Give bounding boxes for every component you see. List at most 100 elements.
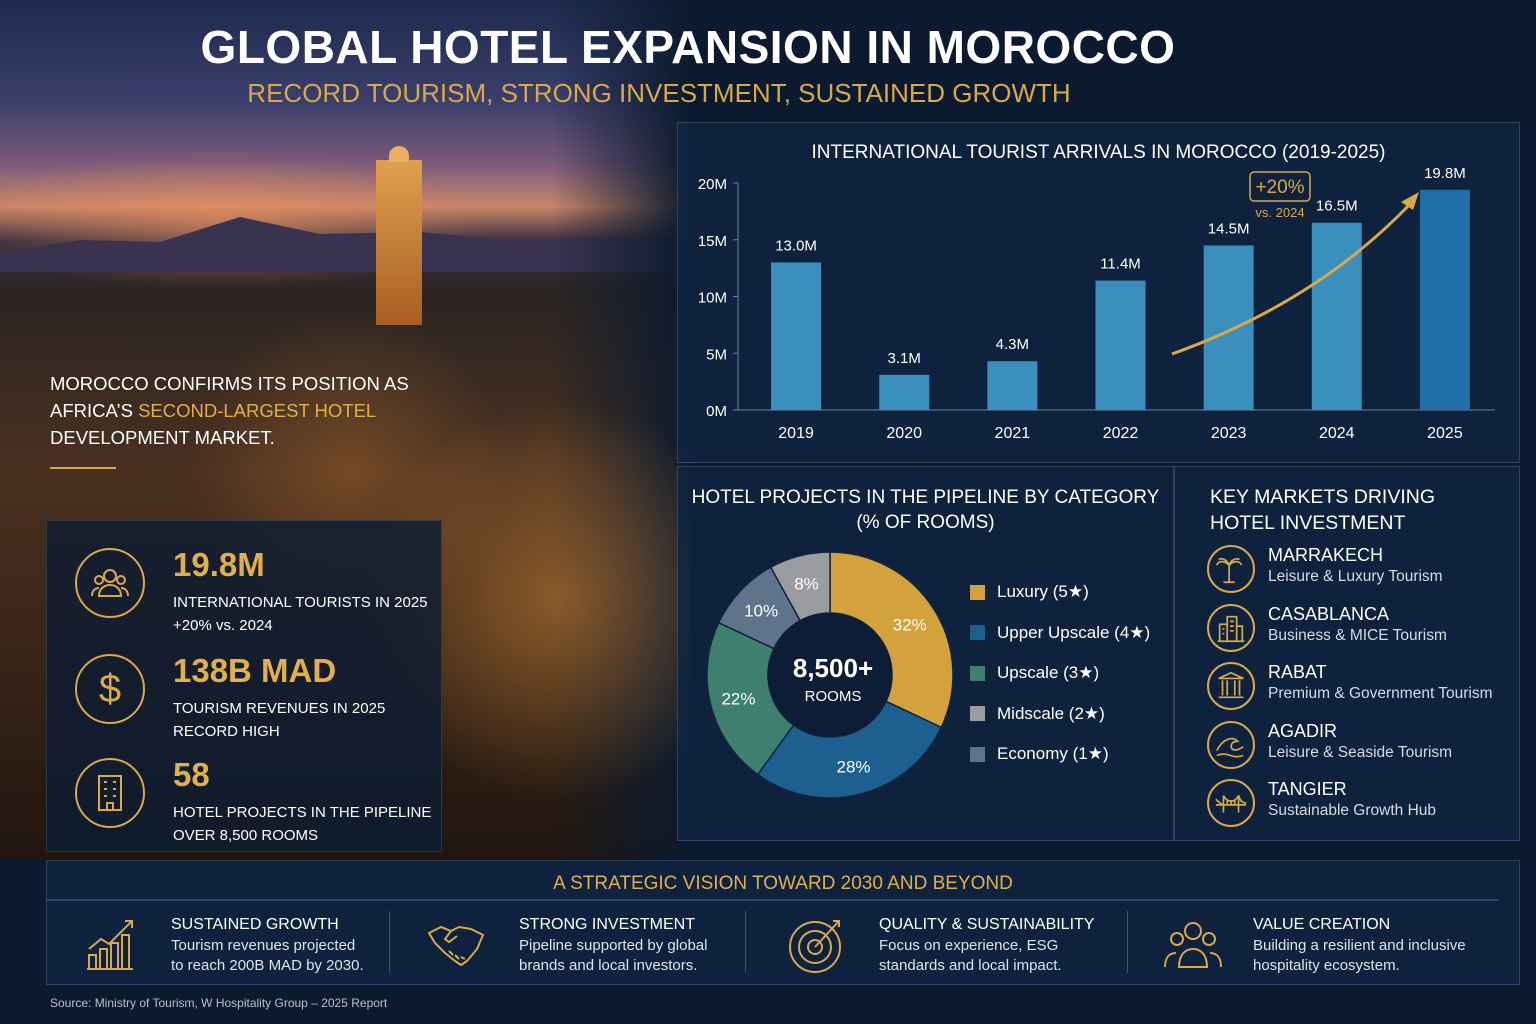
market-casablanca: CASABLANCA Business & MICE Tourism bbox=[1207, 603, 1517, 660]
market-name: RABAT bbox=[1268, 662, 1327, 682]
stat-label-line: TOURISM REVENUES IN 2025 bbox=[173, 700, 386, 717]
pillar-text: Building a resilient and inclusive bbox=[1253, 937, 1466, 954]
stat-projects: 58 HOTEL PROJECTS IN THE PIPELINE OVER 8,… bbox=[47, 755, 443, 855]
bar-data-label: 14.5M bbox=[1208, 220, 1250, 237]
y-tick-label: 10M bbox=[698, 290, 727, 307]
markets-title-line: HOTEL INVESTMENT bbox=[1210, 512, 1406, 534]
chart-title: INTERNATIONAL TOURIST ARRIVALS IN MOROCC… bbox=[811, 142, 1386, 163]
center-label: ROOMS bbox=[805, 688, 862, 705]
growth-badge-value: +20% bbox=[1255, 177, 1304, 198]
page-title: GLOBAL HOTEL EXPANSION IN MOROCCO bbox=[200, 21, 1176, 73]
growth-badge bbox=[1249, 171, 1311, 202]
y-tick-label: 20M bbox=[698, 176, 727, 193]
strategic-vision-panel: A STRATEGIC VISION TOWARD 2030 AND BEYON… bbox=[46, 860, 1520, 985]
pillar-text: Focus on experience, ESG bbox=[879, 937, 1059, 954]
pillar-title: VALUE CREATION bbox=[1253, 916, 1391, 933]
hotel-building-icon bbox=[75, 758, 145, 828]
bar-data-label: 16.5M bbox=[1316, 198, 1358, 215]
key-markets-panel: KEY MARKETS DRIVING HOTEL INVESTMENT bbox=[1174, 466, 1520, 841]
dollar-icon: $ bbox=[75, 654, 145, 724]
x-tick-label: 2025 bbox=[1427, 425, 1463, 442]
x-tick-label: 2023 bbox=[1211, 425, 1247, 442]
pipeline-donut-chart: 32% 28% 22% 10% 8% 8,500+ ROOMS bbox=[706, 551, 954, 799]
bar-2020 bbox=[879, 374, 930, 410]
market-rabat: RABAT Premium & Government Tourism bbox=[1207, 662, 1517, 718]
arrivals-bar-chart: 0M 5M 10M 15M 20M 13.0M 2019 3.1M 2020 4.3M 2021 11… bbox=[698, 165, 1495, 442]
legend-label: Luxury (5★) bbox=[997, 582, 1089, 601]
bar-2023 bbox=[1203, 245, 1254, 410]
legend-label: Economy (1★) bbox=[997, 744, 1109, 763]
market-desc: Leisure & Luxury Tourism bbox=[1268, 568, 1443, 585]
x-tick-label: 2022 bbox=[1103, 425, 1139, 442]
city-buildings-icon bbox=[1207, 603, 1255, 652]
divider bbox=[745, 911, 746, 973]
market-tangier: TANGIER Sustainable Growth Hub bbox=[1207, 779, 1517, 835]
stat-label: HOTEL PROJECTS IN THE PIPELINE OVER 8,500… bbox=[173, 801, 431, 847]
target-icon bbox=[789, 920, 841, 973]
legend-item: Upscale (3★) bbox=[970, 663, 1099, 683]
divider bbox=[47, 899, 1499, 901]
legend-swatch bbox=[970, 706, 985, 721]
x-tick-label: 2024 bbox=[1319, 425, 1355, 442]
handshake-icon bbox=[427, 925, 485, 967]
bar-2024 bbox=[1311, 222, 1362, 410]
growth-chart-icon bbox=[87, 920, 133, 970]
stat-revenues: $ 138B MAD TOURISM REVENUES IN 2025 RECOR… bbox=[47, 651, 443, 751]
market-name: CASABLANCA bbox=[1268, 603, 1390, 624]
bar-2022 bbox=[1095, 280, 1146, 410]
growth-arrow bbox=[1171, 200, 1414, 356]
slice-label: 28% bbox=[836, 758, 870, 777]
y-tick-label: 15M bbox=[698, 233, 727, 250]
bar-2021 bbox=[987, 361, 1038, 410]
legend-swatch bbox=[970, 625, 985, 640]
intro-line: MOROCCO CONFIRMS ITS POSITION AS bbox=[50, 373, 409, 394]
bar-data-label: 13.0M bbox=[775, 237, 817, 254]
pillar-text: standards and local impact. bbox=[879, 957, 1062, 974]
market-name: MARRAKECH bbox=[1268, 545, 1384, 565]
market-agadir: AGADIR Leisure & Seaside Tourism bbox=[1207, 720, 1517, 777]
slice-label: 10% bbox=[744, 601, 778, 620]
wave-icon bbox=[1207, 720, 1255, 769]
intro-text: MOROCCO CONFIRMS ITS POSITION AS AFRICA’… bbox=[50, 370, 409, 451]
market-name: TANGIER bbox=[1268, 779, 1347, 799]
stat-label: TOURISM REVENUES IN 2025 RECORD HIGH bbox=[173, 697, 385, 743]
stat-label-line: RECORD HIGH bbox=[173, 723, 280, 740]
bar-data-label: 19.8M bbox=[1424, 165, 1466, 182]
pillar-title: QUALITY & SUSTAINABILITY bbox=[879, 916, 1095, 933]
pillar-title: STRONG INVESTMENT bbox=[519, 916, 696, 933]
legend-label: Upscale (3★) bbox=[997, 663, 1100, 682]
legend-item: Upper Upscale (4★) bbox=[970, 623, 1150, 643]
arrow-head-icon bbox=[1401, 192, 1419, 210]
legend-item: Luxury (5★) bbox=[970, 582, 1089, 602]
stat-label-line: HOTEL PROJECTS IN THE PIPELINE bbox=[173, 804, 432, 821]
legend-item: Midscale (2★) bbox=[970, 704, 1105, 724]
slice-label: 8% bbox=[794, 574, 819, 593]
stat-value: 138B MAD bbox=[173, 652, 337, 689]
people-icon bbox=[75, 548, 145, 618]
legend-item: Economy (1★) bbox=[970, 744, 1109, 764]
bridge-icon bbox=[1207, 779, 1255, 827]
y-tick-label: 5M bbox=[706, 346, 727, 363]
bar-2025 bbox=[1419, 189, 1470, 410]
pillar-text: Pipeline supported by global bbox=[519, 937, 708, 954]
pillar-text: hospitality ecosystem. bbox=[1253, 957, 1400, 974]
source-note: Source: Ministry of Tourism, W Hospitali… bbox=[50, 996, 388, 1010]
page-subtitle: RECORD TOURISM, STRONG INVESTMENT, SUSTA… bbox=[247, 78, 1071, 108]
markets-title: KEY MARKETS DRIVING HOTEL INVESTMENT bbox=[1210, 484, 1435, 536]
market-desc: Sustainable Growth Hub bbox=[1268, 802, 1437, 819]
market-desc: Leisure & Seaside Tourism bbox=[1268, 743, 1453, 761]
stat-label-line: +20% vs. 2024 bbox=[173, 617, 273, 634]
bar-2019 bbox=[771, 262, 822, 410]
legend-label: Upper Upscale (4★) bbox=[997, 622, 1151, 642]
vision-title: A STRATEGIC VISION TOWARD 2030 AND BEYON… bbox=[553, 873, 1013, 894]
market-marrakech: MARRAKECH Leisure & Luxury Tourism bbox=[1207, 545, 1517, 601]
columns-icon bbox=[1207, 662, 1255, 710]
legend-label: Midscale (2★) bbox=[997, 703, 1105, 723]
market-name: AGADIR bbox=[1268, 720, 1338, 741]
center-value: 8,500+ bbox=[793, 653, 873, 683]
stat-label: INTERNATIONAL TOURISTS IN 2025 +20% vs. 2… bbox=[173, 591, 428, 637]
legend-swatch bbox=[970, 746, 985, 762]
bar-data-label: 3.1M bbox=[888, 350, 921, 367]
legend-swatch bbox=[970, 584, 985, 600]
market-desc: Premium & Government Tourism bbox=[1268, 685, 1493, 702]
